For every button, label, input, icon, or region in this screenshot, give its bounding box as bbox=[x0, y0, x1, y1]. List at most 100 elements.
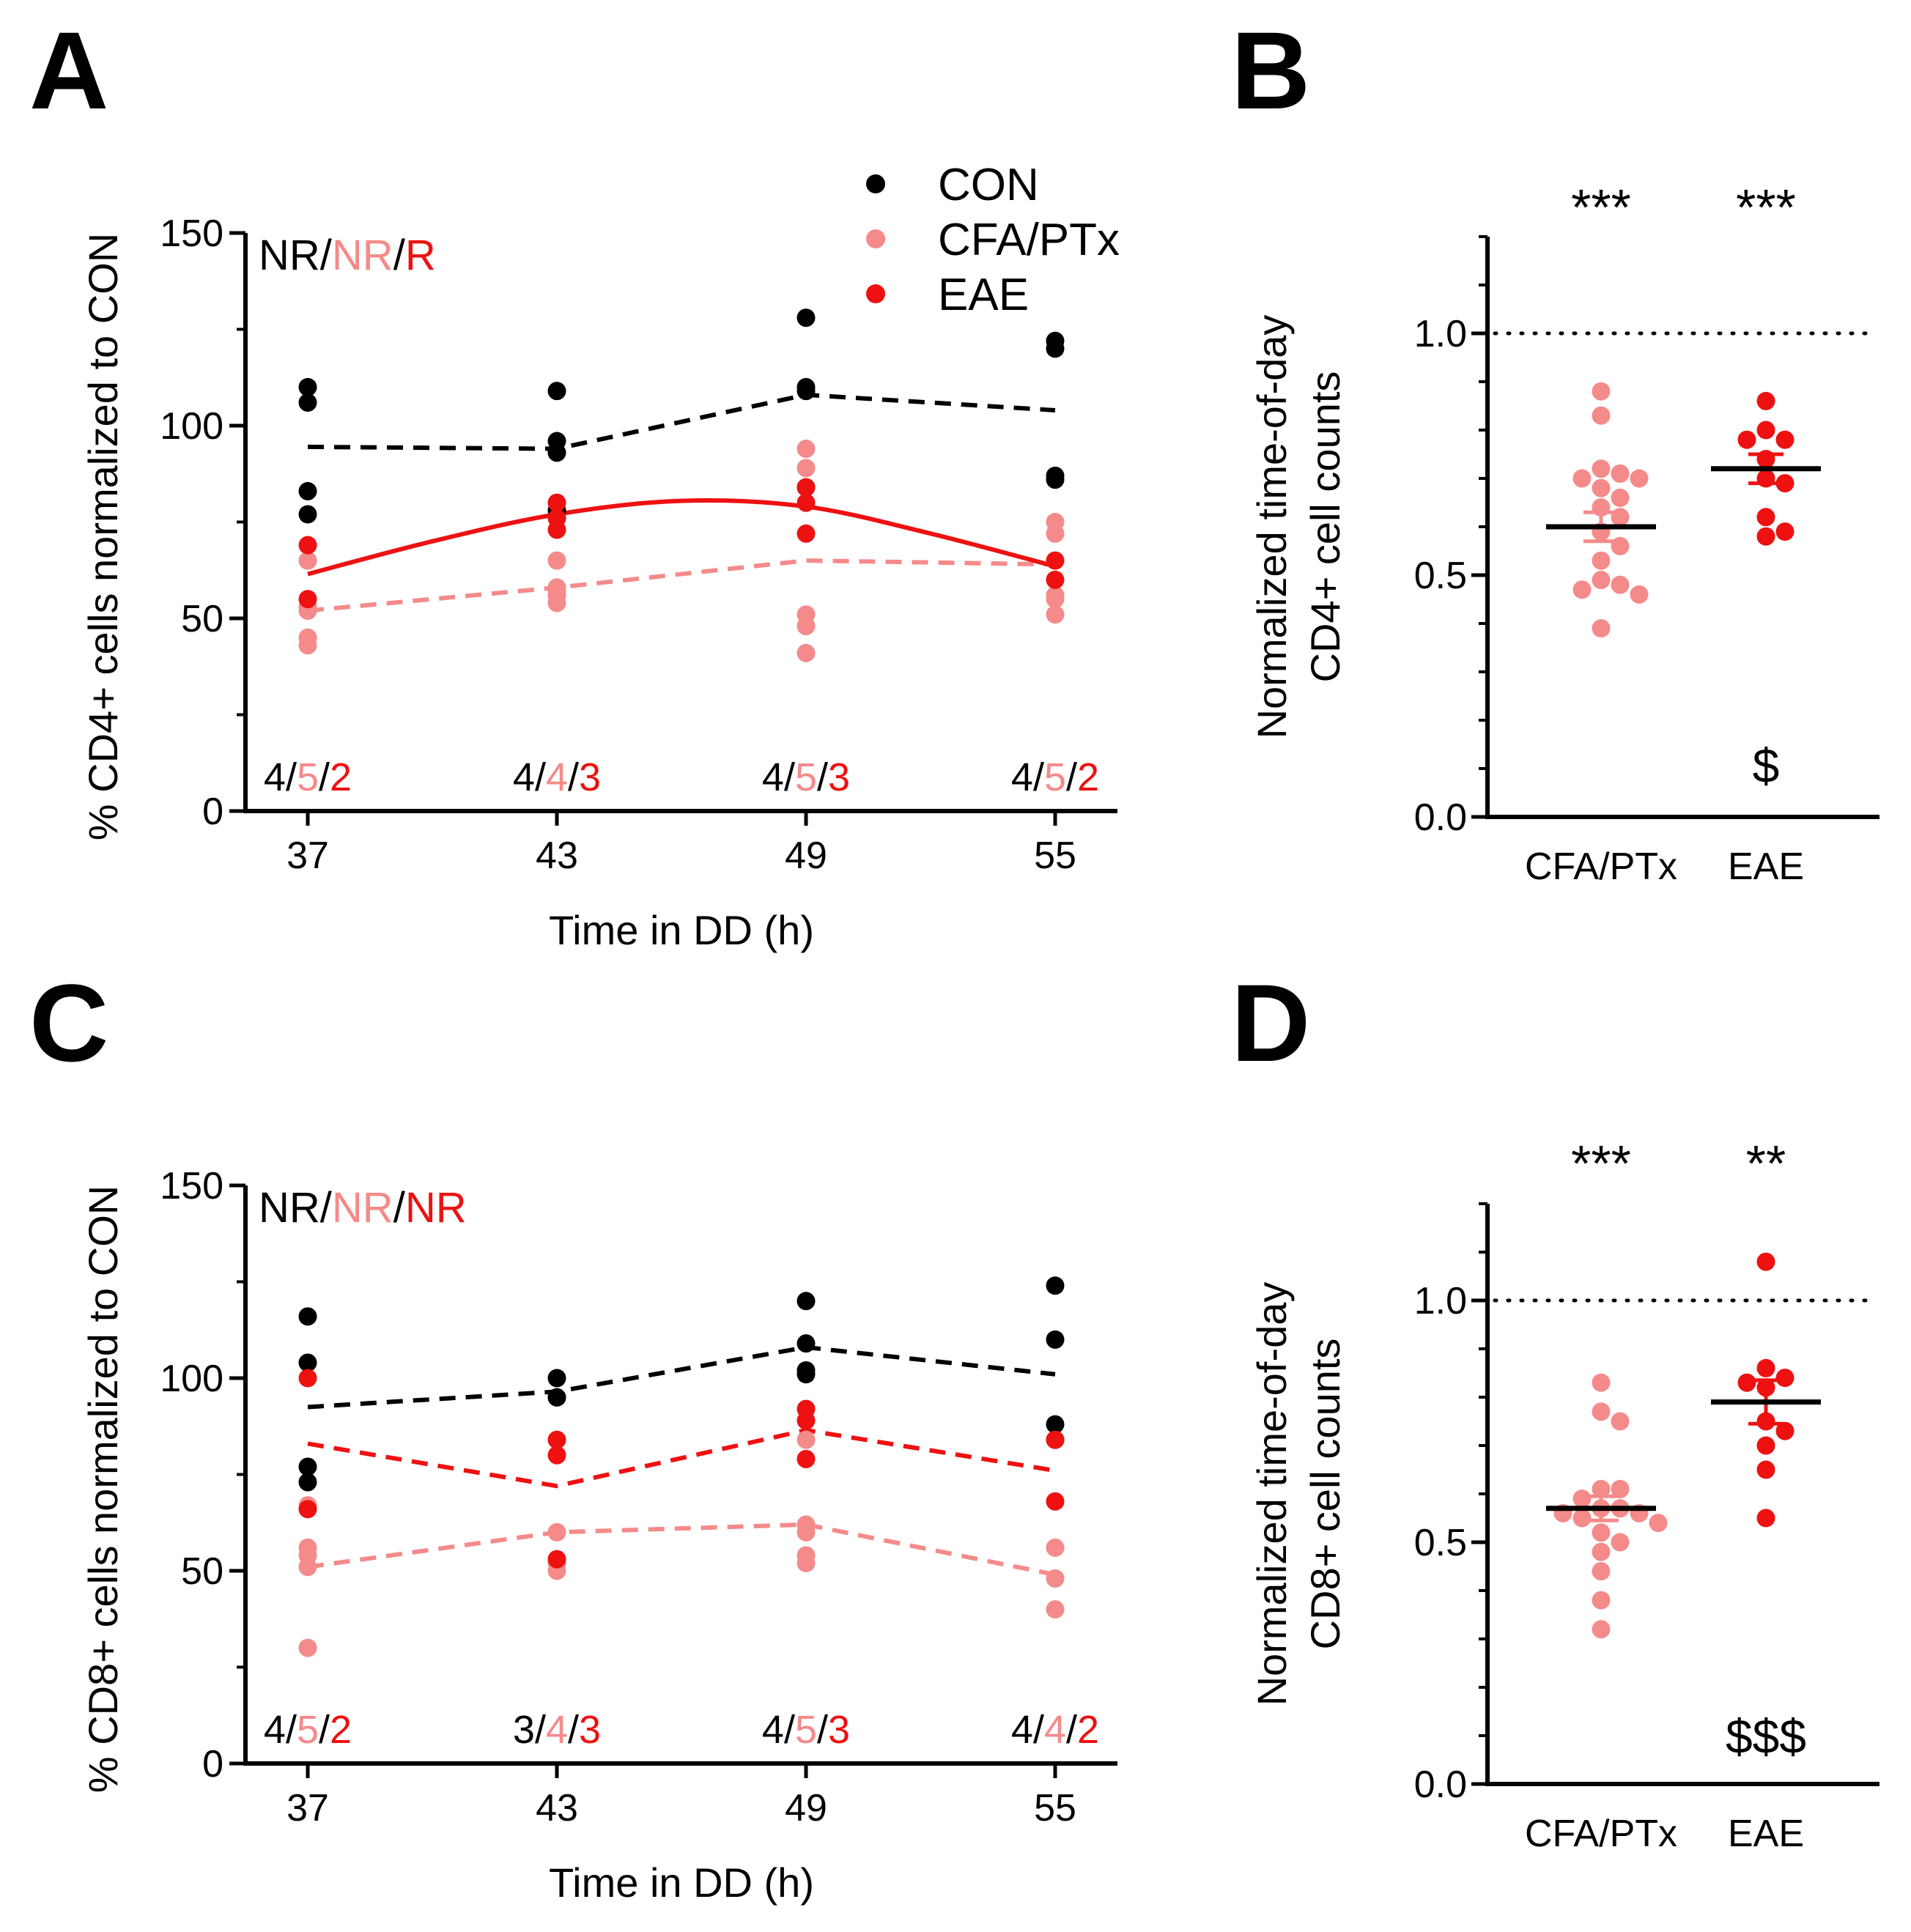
panel-d-point-eae-3 bbox=[1737, 1373, 1756, 1392]
panel-d-category-cfa-ptx: CFA/PTx bbox=[1525, 1813, 1677, 1855]
panel-c-xtick-label-55: 55 bbox=[1034, 1787, 1076, 1829]
panel-a-n-label-55-eae: 2 bbox=[1077, 755, 1099, 799]
panel-c-n-label-55-eae: 2 bbox=[1077, 1708, 1099, 1752]
panel-d-ytick-label-0.0: 0.0 bbox=[1414, 1763, 1467, 1806]
panel-c-point-eae-8 bbox=[1046, 1430, 1065, 1449]
panel-b-point-cfa-ptx-4 bbox=[1572, 469, 1592, 488]
panel-a-n-label-49-eae: 3 bbox=[828, 755, 850, 799]
panel-a-point-con-3 bbox=[298, 505, 317, 524]
panel-c-point-con-2 bbox=[298, 1457, 317, 1476]
panel-b-y-axis-title-line2: CD4+ cell counts bbox=[1302, 371, 1348, 683]
panel-a-point-con-15 bbox=[1046, 470, 1065, 489]
panel-a-point-eae-9 bbox=[1046, 570, 1065, 589]
panel-d-point-cfa-ptx-15 bbox=[1592, 1562, 1611, 1581]
panel-a-point-cfa-ptx-13 bbox=[796, 617, 816, 636]
panel-a-point-cfa-ptx-11 bbox=[796, 459, 816, 478]
panel-c-n-label-37-sep: / bbox=[286, 1708, 297, 1752]
panel-a-point-con-8 bbox=[796, 308, 816, 327]
panel-a-n-label-49-sep: / bbox=[784, 755, 795, 799]
panel-d-point-eae-9 bbox=[1756, 1509, 1775, 1528]
panel-a-n-label-43: 4/4/3 bbox=[513, 755, 601, 799]
panel-d-category-eae: EAE bbox=[1728, 1813, 1804, 1855]
panel-b-ytick-label-1.0: 1.0 bbox=[1414, 313, 1467, 355]
panel-a-n-label-43-cfa-ptx: 4 bbox=[546, 755, 568, 799]
panel-c-point-con-11 bbox=[1046, 1276, 1065, 1295]
panel-d-point-cfa-ptx-2 bbox=[1611, 1412, 1630, 1431]
panel-a-ytick-label-50: 50 bbox=[181, 598, 223, 640]
panel-d-y-axis-title-line1: Normalized time-of-day bbox=[1249, 1282, 1295, 1706]
panel-c-point-eae-7 bbox=[796, 1449, 816, 1468]
panel-a-point-cfa-ptx-5 bbox=[547, 551, 566, 570]
panel-a-rhythmicity-sep: / bbox=[393, 232, 406, 279]
panel-b-y-axis-title-line1: Normalized time-of-day bbox=[1249, 315, 1295, 739]
panel-a-point-cfa-ptx-9 bbox=[547, 593, 566, 612]
panel-a-point-con-1 bbox=[298, 393, 317, 412]
panel-letter-a: A bbox=[29, 9, 108, 132]
panel-b-point-eae-8 bbox=[1775, 522, 1794, 541]
panel-b-category-eae: EAE bbox=[1728, 845, 1804, 888]
panel-c-rhythmicity-eae: NR bbox=[405, 1184, 467, 1232]
panel-d-y-axis-title-line2: CD8+ cell counts bbox=[1302, 1339, 1348, 1650]
panel-c-rhythmicity-con: NR bbox=[259, 1184, 320, 1232]
panel-c-n-label-55-cfa-ptx: 4 bbox=[1044, 1708, 1066, 1752]
panel-c-xtick-label-43: 43 bbox=[536, 1787, 578, 1829]
panel-d-point-cfa-ptx-16 bbox=[1592, 1591, 1611, 1610]
legend-marker-cfa-ptx bbox=[866, 229, 885, 248]
panel-a-n-label-49-cfa-ptx: 5 bbox=[795, 755, 817, 799]
panel-letter-b: B bbox=[1231, 9, 1310, 132]
panel-a-n-label-43-con: 4 bbox=[513, 755, 535, 799]
panel-a-point-eae-1 bbox=[298, 590, 317, 609]
panel-a-n-label-37-eae: 2 bbox=[330, 755, 352, 799]
panel-c-point-cfa-ptx-4 bbox=[298, 1638, 317, 1657]
panel-c-n-label-49-cfa-ptx: 5 bbox=[795, 1708, 817, 1752]
panel-b-point-eae-9 bbox=[1756, 527, 1775, 546]
panel-c-n-label-55: 4/4/2 bbox=[1011, 1708, 1099, 1752]
panel-b-point-eae-3 bbox=[1737, 430, 1756, 449]
panel-a-n-label-43-sep: / bbox=[568, 755, 579, 799]
panel-a-n-label-55: 4/5/2 bbox=[1011, 755, 1099, 799]
panel-c-point-cfa-ptx-3 bbox=[298, 1558, 317, 1577]
panel-c-point-cfa-ptx-14 bbox=[1046, 1538, 1065, 1557]
panel-c-point-eae-9 bbox=[1046, 1492, 1065, 1511]
panel-a-n-label-37: 4/5/2 bbox=[264, 755, 352, 799]
panel-b-point-cfa-ptx-7 bbox=[1611, 488, 1630, 507]
panel-c-point-cfa-ptx-16 bbox=[1046, 1600, 1065, 1619]
panel-b-point-eae-7 bbox=[1756, 508, 1775, 527]
panel-c-point-cfa-ptx-13 bbox=[796, 1553, 816, 1572]
panel-d-point-eae-2 bbox=[1775, 1369, 1794, 1388]
panel-c-point-con-0 bbox=[298, 1307, 317, 1326]
panel-c-n-label-37-eae: 2 bbox=[330, 1708, 352, 1752]
panel-a-point-eae-2 bbox=[547, 493, 566, 512]
panel-letter-c: C bbox=[29, 961, 108, 1084]
legend-label-cfa-ptx: CFA/PTx bbox=[938, 215, 1120, 265]
panel-b-point-eae-1 bbox=[1756, 421, 1775, 440]
panel-c-rhythmicity-sep: / bbox=[320, 1184, 333, 1232]
panel-a-point-eae-8 bbox=[1046, 551, 1065, 570]
panel-d-significance-cfa-ptx: *** bbox=[1571, 1135, 1631, 1192]
panel-b-point-eae-6 bbox=[1775, 474, 1794, 493]
panel-b-ytick-label-0.5: 0.5 bbox=[1414, 555, 1467, 597]
panel-a-n-label-55-cfa-ptx: 5 bbox=[1044, 755, 1066, 799]
panel-c-point-con-7 bbox=[796, 1292, 816, 1311]
panel-c-point-con-10 bbox=[796, 1365, 816, 1384]
panel-d-ytick-label-1.0: 1.0 bbox=[1414, 1280, 1467, 1322]
panel-c-point-con-13 bbox=[1046, 1415, 1065, 1434]
panel-d-point-cfa-ptx-0 bbox=[1592, 1373, 1611, 1392]
panel-d-ytick-label-0.5: 0.5 bbox=[1414, 1522, 1467, 1564]
panel-c-n-label-37-sep: / bbox=[319, 1708, 330, 1752]
panel-c-n-label-37-con: 4 bbox=[264, 1708, 286, 1752]
panel-a-n-label-37-con: 4 bbox=[264, 755, 286, 799]
panel-b-point-cfa-ptx-2 bbox=[1592, 459, 1611, 478]
panel-d-point-eae-6 bbox=[1775, 1421, 1794, 1440]
panel-c-y-axis-title: % CD8+ cells normalized to CON bbox=[80, 1185, 126, 1793]
panel-a-point-cfa-ptx-0 bbox=[298, 551, 317, 570]
panel-d-point-cfa-ptx-5 bbox=[1572, 1489, 1592, 1509]
panel-a-rhythmicity-eae: R bbox=[405, 232, 436, 279]
panel-c-rhythmicity-cfa-ptx: NR bbox=[332, 1184, 393, 1232]
panel-a-point-cfa-ptx-10 bbox=[796, 440, 816, 459]
panel-a-rhythmicity-cfa-ptx: NR bbox=[332, 232, 393, 279]
panel-a-n-label-43-eae: 3 bbox=[579, 755, 601, 799]
panel-b-significance-cfa-ptx: *** bbox=[1571, 179, 1631, 236]
panel-d-dollar-eae: $$$ bbox=[1726, 1709, 1806, 1763]
panel-c-point-eae-6 bbox=[796, 1411, 816, 1430]
